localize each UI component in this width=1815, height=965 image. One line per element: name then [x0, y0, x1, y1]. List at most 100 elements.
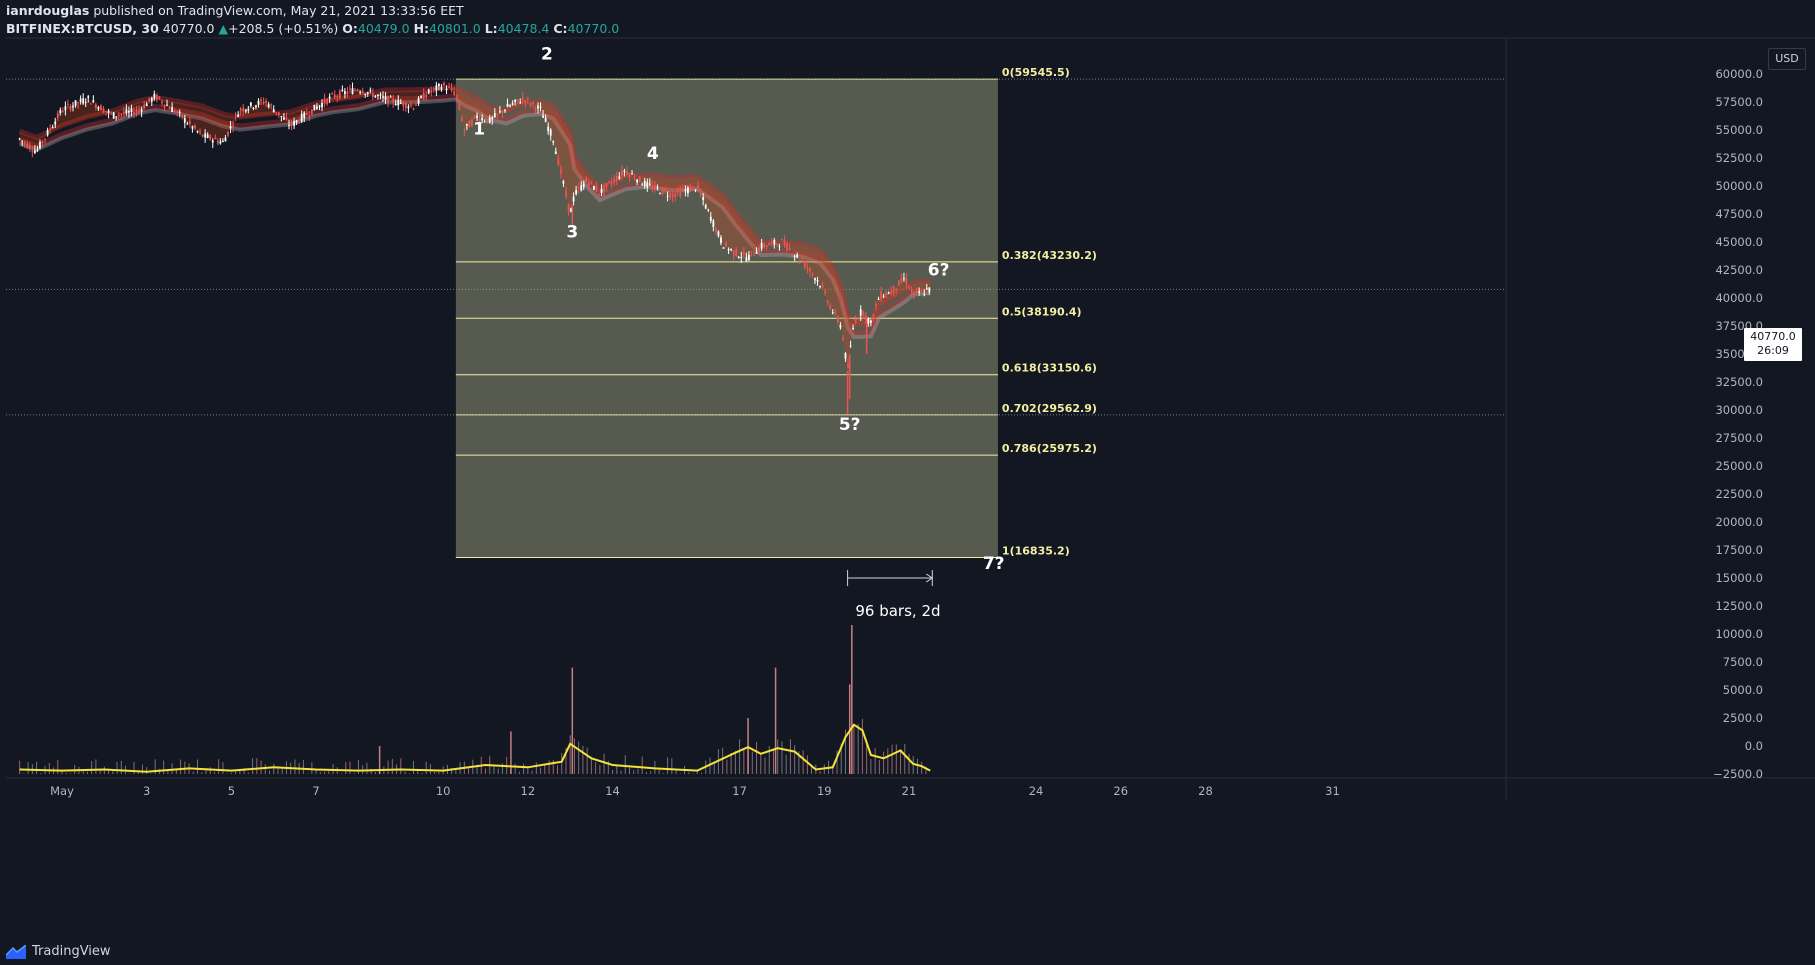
wave-label[interactable]: 3	[566, 223, 578, 243]
price-axis-tick: 52500.0	[1715, 151, 1763, 165]
open-label: O:	[342, 21, 358, 36]
candle-body	[59, 109, 62, 114]
fib-retracement[interactable]: 0(59545.5) 0.382(43230.2) 0.5(38190.4) 0.61…	[455, 66, 1097, 558]
price-axis-tick: 0.0	[1745, 739, 1763, 753]
time-axis-tick: 31	[1325, 784, 1340, 798]
candle-body	[806, 267, 809, 269]
currency-badge[interactable]: USD	[1768, 48, 1806, 70]
candle-body	[829, 305, 832, 309]
candle-body	[542, 115, 544, 118]
candle-body	[730, 248, 733, 250]
candle-body	[735, 249, 738, 257]
fib-level-label: 1(16835.2)	[1002, 544, 1070, 557]
time-axis-tick: 12	[521, 784, 536, 798]
high-value: 40801.0	[429, 21, 481, 36]
candle-body	[801, 260, 804, 262]
candle-body	[727, 249, 730, 251]
candle-body	[28, 145, 31, 150]
candle-body	[321, 103, 323, 108]
candle-body	[575, 190, 578, 195]
time-axis-tick: 5	[228, 784, 235, 798]
candle-body	[402, 101, 405, 107]
candle-body	[364, 93, 367, 95]
tradingview-logo[interactable]: TradingView	[6, 944, 111, 959]
time-axis-tick: 19	[817, 784, 832, 798]
candle-body	[412, 108, 415, 110]
candle-body	[839, 325, 842, 328]
candle-body	[247, 108, 250, 111]
candle-body	[366, 92, 369, 94]
candle-body	[199, 131, 201, 133]
candle-body	[524, 100, 527, 104]
time-axis-tick: 24	[1029, 784, 1044, 798]
price-axis-tick: 30000.0	[1715, 403, 1763, 417]
price-change: +208.5 (+0.51%)	[228, 21, 339, 36]
candle-body	[56, 113, 59, 119]
candle-body	[242, 107, 245, 112]
candle-body	[445, 88, 448, 91]
candle-body	[204, 133, 207, 138]
time-axis-tick: 21	[902, 784, 917, 798]
wave-label[interactable]: 1	[473, 119, 485, 139]
candle-body	[382, 96, 384, 98]
candle-body	[605, 182, 608, 188]
price-axis-tick: 22500.0	[1715, 487, 1763, 501]
wave-label[interactable]: 5?	[839, 415, 861, 435]
candle-body	[275, 112, 278, 114]
candle-body	[506, 103, 509, 108]
candle-body	[219, 141, 222, 144]
candle-body	[326, 98, 329, 105]
candle-body	[516, 99, 519, 101]
candle-body	[580, 185, 583, 191]
candle-body	[455, 95, 458, 97]
candle-body	[809, 268, 811, 272]
candle-body	[836, 318, 839, 322]
candle-body	[143, 104, 146, 109]
fib-level-label: 0.382(43230.2)	[1002, 249, 1097, 262]
candle-body	[669, 192, 672, 199]
wave-label[interactable]: 7?	[983, 554, 1005, 574]
candle-body	[882, 296, 885, 298]
candle-body	[399, 102, 402, 104]
candle-body	[552, 141, 555, 143]
candle-body	[255, 105, 257, 108]
candle-body	[397, 99, 400, 106]
candle-body	[496, 113, 499, 115]
candle-body	[222, 141, 224, 143]
candle-body	[636, 179, 639, 183]
candle-body	[227, 131, 229, 136]
candle-body	[216, 140, 219, 144]
low-value: 40478.4	[497, 21, 550, 36]
candle-body	[186, 123, 189, 125]
wave-annotations[interactable]: 1 2 3 4 5? 6? 7? 96 bars, 2d	[473, 44, 1004, 620]
author-name[interactable]: ianrdouglas	[6, 3, 90, 18]
price-axis-tick: 32500.0	[1715, 375, 1763, 389]
ma-band	[18, 84, 931, 328]
candle-body	[900, 277, 903, 282]
candle-body	[100, 105, 102, 111]
candle-body	[44, 138, 46, 140]
candle-body	[476, 115, 478, 119]
candle-body	[532, 101, 534, 104]
candle-body	[84, 102, 87, 104]
candle-body	[867, 317, 870, 324]
wave-label[interactable]: 4	[647, 144, 659, 164]
symbol-label[interactable]: BITFINEX:BTCUSD, 30	[6, 21, 159, 36]
candle-body	[908, 287, 910, 289]
candle-body	[92, 99, 95, 103]
candle-body	[460, 117, 463, 121]
candle-body	[791, 255, 794, 257]
candle-body	[277, 112, 280, 116]
candle-body	[41, 141, 44, 143]
candle-body	[94, 104, 97, 108]
candle-body	[308, 115, 311, 117]
wave-label[interactable]: 2	[541, 44, 553, 64]
candle-body	[293, 120, 295, 126]
candle-body	[346, 91, 349, 94]
candle-body	[209, 135, 212, 140]
candle-body	[318, 105, 321, 108]
candle-body	[173, 110, 176, 113]
wave-label[interactable]: 6?	[928, 261, 950, 281]
candle-body	[633, 178, 636, 180]
